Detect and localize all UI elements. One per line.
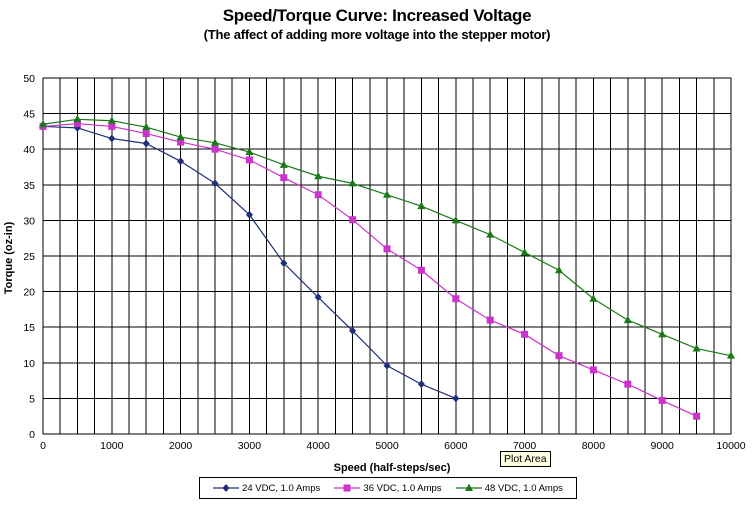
data-point bbox=[348, 178, 357, 187]
data-point bbox=[142, 122, 151, 131]
data-point bbox=[658, 329, 667, 338]
data-point bbox=[39, 119, 47, 128]
data-point bbox=[658, 397, 666, 405]
data-point bbox=[452, 295, 460, 303]
data-point bbox=[279, 160, 288, 168]
x-tick-label: 2000 bbox=[169, 440, 193, 452]
legend-swatch bbox=[334, 484, 361, 492]
x-tick-label: 10000 bbox=[716, 440, 745, 452]
chart-subtitle: (The affect of adding more voltage into … bbox=[203, 27, 551, 42]
data-point bbox=[486, 316, 494, 324]
y-tick-label: 25 bbox=[23, 251, 35, 263]
series-3 bbox=[39, 114, 735, 359]
data-point bbox=[245, 210, 253, 219]
data-point bbox=[349, 326, 357, 335]
chart-title: Speed/Torque Curve: Increased Voltage bbox=[222, 6, 532, 25]
legend-item-3[interactable]: 48 VDC, 1.0 Amps bbox=[455, 482, 563, 494]
data-point bbox=[176, 132, 185, 141]
data-point bbox=[520, 247, 529, 256]
y-tick-label: 15 bbox=[23, 322, 35, 334]
legend-item-2[interactable]: 36 VDC, 1.0 Amps bbox=[334, 482, 442, 494]
tick-labels: 0 5 10 15 20 25 30 35 40 45 50 0 1000 2000 3000 4000 500… bbox=[23, 73, 745, 452]
data-point bbox=[589, 294, 598, 302]
data-point bbox=[211, 179, 219, 188]
legend-item-1[interactable]: 24 VDC, 1.0 Amps bbox=[213, 483, 320, 494]
data-point bbox=[177, 157, 185, 166]
data-point bbox=[245, 147, 254, 156]
data-point bbox=[589, 366, 597, 374]
data-point bbox=[107, 116, 116, 124]
data-point bbox=[383, 190, 391, 198]
data-point bbox=[624, 380, 632, 388]
data-point bbox=[623, 315, 632, 324]
data-point bbox=[555, 265, 563, 274]
data-point bbox=[417, 201, 426, 210]
y-tick-label: 40 bbox=[23, 144, 35, 156]
x-tick-label: 7000 bbox=[513, 440, 537, 452]
plot-area-tooltip: Plot Area bbox=[500, 451, 551, 467]
data-point bbox=[280, 174, 288, 182]
x-tick-label: 0 bbox=[40, 440, 46, 452]
data-point bbox=[314, 293, 322, 302]
y-tick-label: 10 bbox=[23, 358, 35, 370]
legend-marker bbox=[343, 484, 351, 492]
data-point bbox=[211, 138, 219, 146]
data-point bbox=[349, 216, 357, 224]
x-tick-label: 9000 bbox=[651, 440, 675, 452]
legend-swatch bbox=[213, 484, 240, 492]
grid bbox=[42, 77, 732, 435]
data-point bbox=[73, 120, 81, 128]
y-tick-label: 50 bbox=[23, 73, 35, 85]
x-tick-label: 6000 bbox=[444, 440, 468, 452]
data-point bbox=[417, 266, 425, 274]
data-point bbox=[73, 114, 82, 123]
data-point bbox=[417, 380, 425, 389]
y-tick-label: 30 bbox=[23, 215, 35, 227]
x-tick-label: 5000 bbox=[375, 440, 399, 452]
data-point bbox=[108, 134, 116, 143]
y-tick-label: 45 bbox=[23, 109, 35, 121]
data-point bbox=[383, 361, 391, 370]
data-point bbox=[727, 351, 735, 359]
y-tick-label: 5 bbox=[29, 393, 35, 405]
data-point bbox=[142, 139, 150, 148]
y-tick-label: 35 bbox=[23, 180, 35, 192]
data-point bbox=[314, 171, 323, 180]
data-point bbox=[280, 259, 288, 268]
x-tick-label: 4000 bbox=[307, 440, 331, 452]
data-point bbox=[211, 145, 219, 153]
data-point bbox=[521, 330, 529, 338]
legend-marker bbox=[222, 484, 230, 492]
y-tick-label: 20 bbox=[23, 287, 35, 299]
data-point bbox=[314, 191, 322, 199]
x-tick-label: 1000 bbox=[100, 440, 124, 452]
data-point bbox=[486, 230, 495, 238]
legend-label: 36 VDC, 1.0 Amps bbox=[363, 482, 442, 494]
series-line bbox=[42, 122, 697, 417]
legend-swatch bbox=[455, 483, 482, 491]
data-point bbox=[692, 344, 701, 352]
series-2 bbox=[39, 120, 701, 420]
data-point bbox=[451, 215, 460, 224]
data-point bbox=[555, 352, 563, 360]
legend-label: 24 VDC, 1.0 Amps bbox=[242, 482, 321, 494]
series-1 bbox=[39, 122, 460, 403]
data-point bbox=[383, 245, 391, 253]
data-point bbox=[452, 394, 460, 403]
y-tick-label: 0 bbox=[29, 429, 35, 441]
data-point bbox=[245, 156, 253, 164]
legend-marker bbox=[464, 483, 473, 491]
y-axis-label: Torque (oz-in) bbox=[3, 221, 15, 294]
data-point bbox=[108, 122, 116, 130]
series-layer bbox=[39, 114, 735, 420]
x-axis-label: Speed (half-steps/sec) bbox=[334, 462, 451, 474]
legend[interactable]: 24 VDC, 1.0 Amps 36 VDC, 1.0 Amps 48 VDC, … bbox=[199, 477, 577, 499]
data-point bbox=[693, 412, 701, 420]
x-tick-label: 8000 bbox=[582, 440, 606, 452]
x-tick-label: 3000 bbox=[238, 440, 262, 452]
legend-label: 48 VDC, 1.0 Amps bbox=[484, 482, 563, 494]
data-point bbox=[142, 130, 150, 138]
data-point bbox=[177, 138, 185, 146]
